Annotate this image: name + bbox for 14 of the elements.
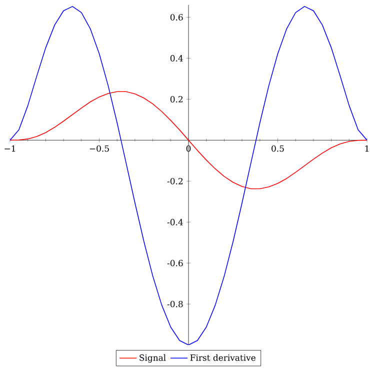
- legend-label: Signal: [140, 354, 166, 363]
- x-tick-label: 0.5: [272, 145, 284, 152]
- x-tick-label: −1: [4, 145, 16, 152]
- x-tick-label: 1: [365, 145, 368, 152]
- x-tick-label: −0.5: [90, 145, 109, 152]
- y-tick-label: 0.6: [170, 14, 183, 20]
- y-tick-label: -0.4: [167, 218, 183, 226]
- y-tick-label: -0.6: [167, 260, 183, 266]
- y-tick-label: -0.2: [167, 178, 183, 184]
- y-tick-label: 0.4: [170, 55, 183, 62]
- legend-label: First derivative: [190, 354, 256, 361]
- y-tick-label: 0.2: [170, 96, 183, 102]
- x-tick-label: 0: [186, 145, 191, 152]
- y-tick-label: -0.8: [167, 300, 183, 308]
